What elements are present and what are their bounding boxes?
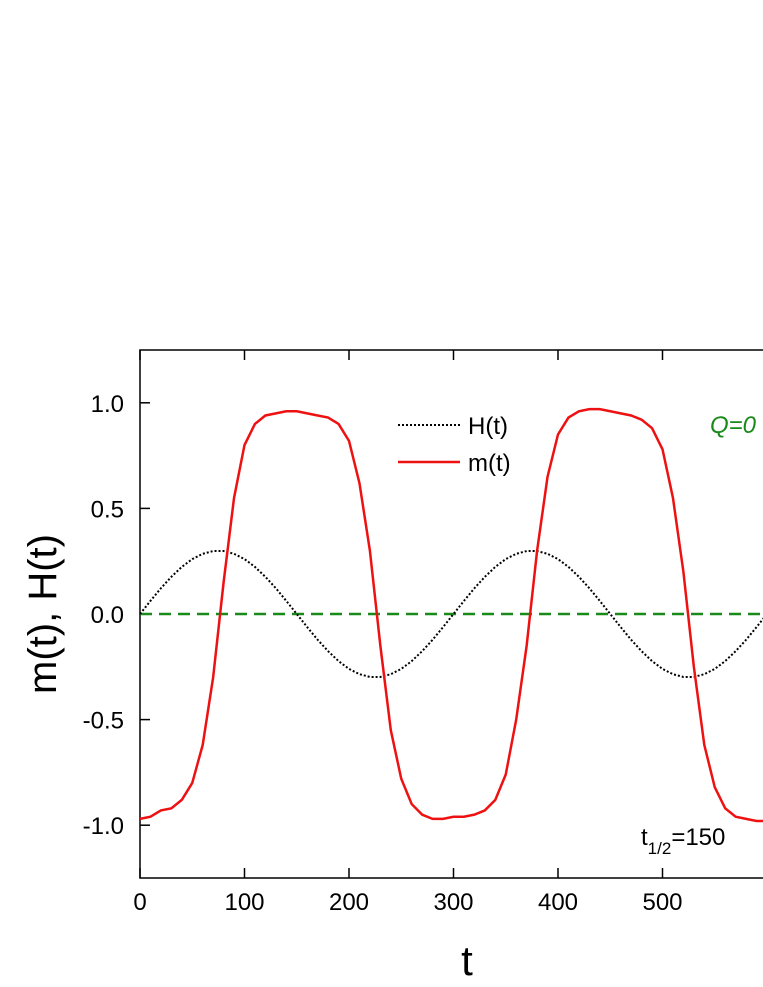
x-tick-label: 300 — [433, 889, 473, 916]
q-annotation: Q=0 — [710, 412, 757, 439]
x-tick-label: 400 — [538, 889, 578, 916]
legend-label: H(t) — [468, 413, 508, 440]
legend-label: m(t) — [468, 450, 511, 477]
t-half-symbol: t — [641, 824, 648, 851]
t-half-subscript: 1/2 — [648, 839, 672, 858]
x-tick-label: 200 — [329, 889, 369, 916]
y-axis-label: m(t), H(t) — [21, 534, 65, 694]
y-tick-label: 0.5 — [91, 496, 124, 523]
y-tick-label: -1.0 — [83, 813, 124, 840]
y-tick-label: 0.0 — [91, 602, 124, 629]
t-half-annotation: t1/2=150 — [641, 824, 725, 858]
x-tick-label: 500 — [642, 889, 682, 916]
series-line — [139, 407, 763, 823]
t-half-text: =150 — [671, 824, 725, 851]
x-tick-label: 0 — [133, 889, 146, 916]
y-tick-label: -0.5 — [83, 708, 124, 735]
x-axis-label: t — [461, 937, 473, 984]
x-tick-label: 100 — [224, 889, 264, 916]
y-tick-label: 1.0 — [91, 391, 124, 418]
